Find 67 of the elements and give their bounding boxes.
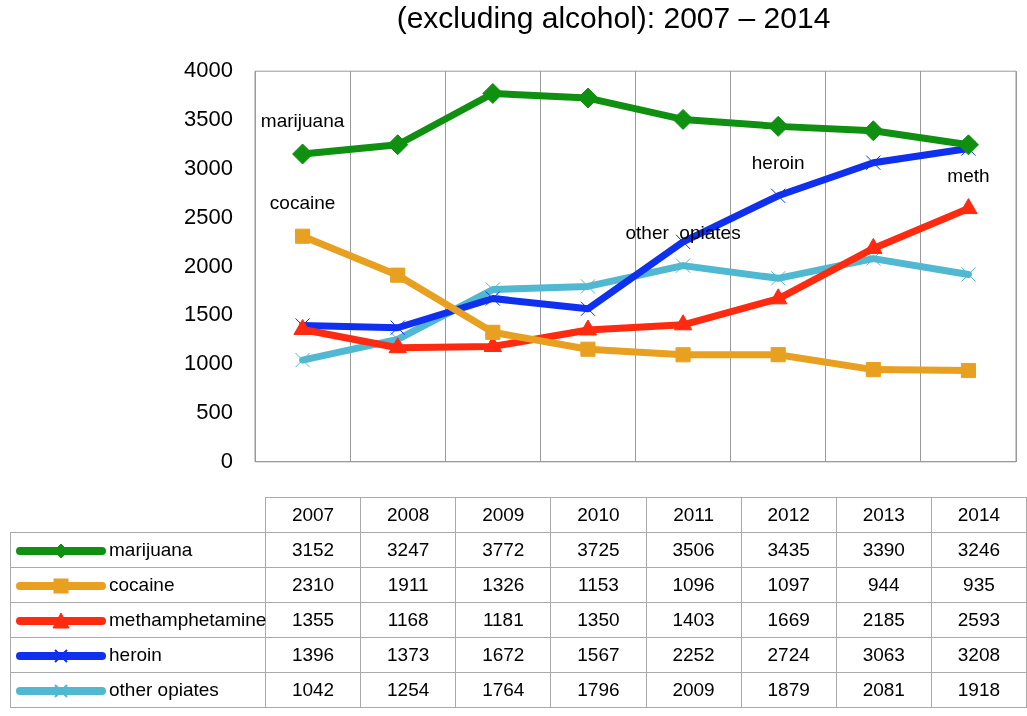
y-tick-label: 2000	[184, 252, 233, 278]
y-tick-label: 1500	[184, 301, 233, 327]
data-label: 3208	[931, 637, 1027, 673]
annotation: marijuana	[260, 110, 345, 132]
data-label: 2009	[646, 672, 742, 708]
data-label: 3772	[455, 532, 551, 568]
data-label: 2081	[836, 672, 932, 708]
y-tick-label: 4000	[184, 57, 233, 83]
data-label: 1096	[646, 567, 742, 603]
data-label: 2310	[265, 567, 361, 603]
x-tick-label: 2010	[550, 497, 646, 533]
data-label: 2724	[741, 637, 837, 673]
x-tick-label: 2009	[455, 497, 551, 533]
x-tick-label: 2012	[741, 497, 837, 533]
legend-label: marijuana	[109, 539, 193, 560]
x-tick-label: 2008	[360, 497, 456, 533]
data-label: 1042	[265, 672, 361, 708]
data-label: 3246	[931, 532, 1027, 568]
data-label: 1918	[931, 672, 1027, 708]
y-tick-label: 0	[220, 447, 233, 473]
x-tick-label: 2014	[931, 497, 1027, 533]
data-label: 1373	[360, 637, 456, 673]
y-tick-label: 500	[196, 399, 233, 425]
data-label: 1254	[360, 672, 456, 708]
y-tick-label: 3000	[184, 154, 233, 180]
data-label: 2185	[836, 602, 932, 638]
data-label: 1911	[360, 567, 456, 603]
data-label: 3506	[646, 532, 742, 568]
data-label: 1355	[265, 602, 361, 638]
data-label: 3152	[265, 532, 361, 568]
x-tick-label: 2013	[836, 497, 932, 533]
legend-label: methamphetamine	[109, 609, 267, 630]
data-label: 935	[931, 567, 1027, 603]
x-tick-label: 2011	[646, 497, 742, 533]
data-label: 3390	[836, 532, 932, 568]
chart-title: (excluding alcohol): 2007 – 2014	[395, 0, 832, 36]
data-label: 944	[836, 567, 932, 603]
data-label: 1153	[550, 567, 646, 603]
legend-label: cocaine	[109, 574, 175, 595]
data-label: 1796	[550, 672, 646, 708]
data-label: 2252	[646, 637, 742, 673]
annotation: heroin	[751, 152, 805, 174]
data-label: 1567	[550, 637, 646, 673]
y-tick-label: 3500	[184, 106, 233, 132]
y-tick-label: 2500	[184, 203, 233, 229]
data-label: 1764	[455, 672, 551, 708]
annotation: cocaine	[269, 192, 336, 214]
data-label: 1403	[646, 602, 742, 638]
data-label: 1168	[360, 602, 456, 638]
data-label: 1879	[741, 672, 837, 708]
data-label: 3435	[741, 532, 837, 568]
data-label: 1181	[455, 602, 551, 638]
data-label: 1097	[741, 567, 837, 603]
data-label: 3247	[360, 532, 456, 568]
data-label: 1669	[741, 602, 837, 638]
legend-label: other opiates	[109, 679, 219, 700]
data-label: 3725	[550, 532, 646, 568]
legend-label: heroin	[109, 644, 162, 665]
data-label: 3063	[836, 637, 932, 673]
data-label: 1326	[455, 567, 551, 603]
y-tick-label: 1000	[184, 350, 233, 376]
annotation: meth	[947, 164, 990, 186]
data-label: 1396	[265, 637, 361, 673]
data-label: 1672	[455, 637, 551, 673]
data-label: 1350	[550, 602, 646, 638]
x-tick-label: 2007	[265, 497, 361, 533]
data-label: 2593	[931, 602, 1027, 638]
